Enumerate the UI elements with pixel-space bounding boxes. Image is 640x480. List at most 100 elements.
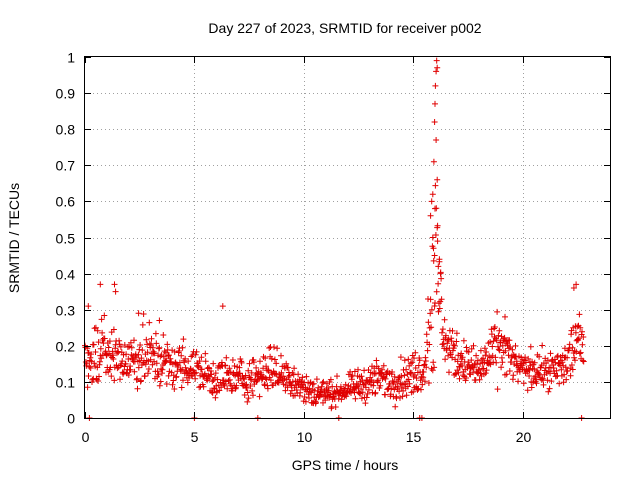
- data-point: [178, 384, 185, 391]
- data-point: [262, 355, 269, 362]
- data-point: [180, 336, 187, 343]
- x-tick-label: 15: [406, 429, 422, 445]
- data-point: [295, 371, 302, 378]
- data-point: [492, 354, 499, 361]
- data-point: [84, 384, 91, 391]
- data-point: [121, 363, 128, 370]
- data-point: [358, 395, 365, 402]
- data-point: [422, 358, 429, 364]
- data-point: [266, 374, 273, 381]
- data-point: [423, 364, 430, 371]
- data-point: [156, 382, 163, 389]
- data-point: [434, 176, 441, 183]
- data-point: [531, 359, 538, 366]
- data-point: [91, 360, 98, 367]
- data-point: [98, 355, 105, 362]
- data-point: [512, 354, 519, 360]
- data-point: [481, 345, 488, 352]
- data-points: [82, 57, 587, 421]
- data-point: [473, 352, 480, 359]
- data-point: [454, 358, 461, 365]
- data-point: [412, 349, 419, 356]
- y-axis-label: SRMTID / TECUs: [6, 183, 22, 293]
- data-point: [334, 373, 340, 380]
- data-point: [495, 343, 501, 350]
- data-point: [125, 356, 132, 362]
- data-point: [430, 245, 437, 252]
- data-point: [430, 359, 437, 366]
- data-point: [262, 375, 269, 382]
- data-point: [442, 332, 449, 339]
- data-point: [158, 365, 165, 372]
- data-point: [395, 376, 402, 383]
- data-point: [487, 339, 494, 345]
- data-point: [164, 341, 171, 348]
- data-point: [250, 392, 256, 399]
- data-point: [477, 347, 484, 354]
- data-point: [271, 356, 278, 363]
- data-point: [221, 382, 228, 389]
- data-point: [238, 359, 245, 366]
- data-point: [552, 359, 559, 366]
- x-tick-label: 10: [297, 429, 313, 445]
- data-point: [249, 387, 256, 394]
- data-point: [526, 373, 533, 379]
- data-point: [337, 383, 344, 390]
- data-point: [433, 137, 440, 143]
- data-point: [92, 349, 99, 355]
- data-point: [253, 364, 260, 371]
- data-point: [134, 375, 141, 382]
- data-point: [432, 82, 439, 89]
- data-point: [564, 367, 571, 374]
- data-point: [266, 345, 273, 351]
- data-point: [102, 348, 109, 355]
- data-point: [455, 369, 462, 376]
- data-point: [365, 386, 372, 393]
- data-point: [548, 378, 555, 385]
- data-point: [338, 396, 345, 403]
- data-point: [358, 386, 365, 392]
- data-point: [529, 358, 536, 365]
- data-point: [198, 354, 205, 361]
- data-point: [171, 348, 178, 355]
- data-point: [95, 339, 102, 346]
- data-point: [533, 380, 540, 387]
- data-point: [470, 342, 477, 349]
- data-point: [218, 384, 225, 391]
- data-point: [483, 367, 490, 374]
- data-point: [443, 345, 450, 352]
- data-point: [250, 359, 257, 366]
- data-point: [562, 364, 569, 371]
- data-point: [146, 319, 153, 326]
- data-point: [460, 337, 467, 344]
- data-point: [96, 358, 103, 365]
- data-point: [236, 370, 243, 377]
- data-point: [411, 355, 417, 362]
- data-point: [456, 375, 463, 382]
- y-tick-label: 0.7: [56, 158, 76, 174]
- data-point: [173, 373, 180, 380]
- data-point: [209, 389, 216, 396]
- data-point: [493, 337, 500, 344]
- data-point: [575, 335, 582, 342]
- axis-ticks: [85, 57, 610, 419]
- data-point: [139, 347, 146, 354]
- data-point: [429, 367, 436, 374]
- data-point: [493, 359, 500, 366]
- data-point: [310, 380, 317, 387]
- data-point: [299, 374, 306, 381]
- data-point: [454, 367, 461, 374]
- data-point: [145, 370, 151, 377]
- data-point: [494, 308, 501, 315]
- data-point: [191, 370, 198, 377]
- data-point: [435, 263, 442, 270]
- data-point: [522, 354, 529, 361]
- data-point: [498, 364, 505, 371]
- data-point: [242, 372, 249, 379]
- data-point: [94, 327, 101, 334]
- data-point: [573, 348, 580, 355]
- data-point: [476, 376, 483, 383]
- data-point: [248, 376, 255, 383]
- data-point: [149, 361, 156, 368]
- data-point: [147, 356, 154, 363]
